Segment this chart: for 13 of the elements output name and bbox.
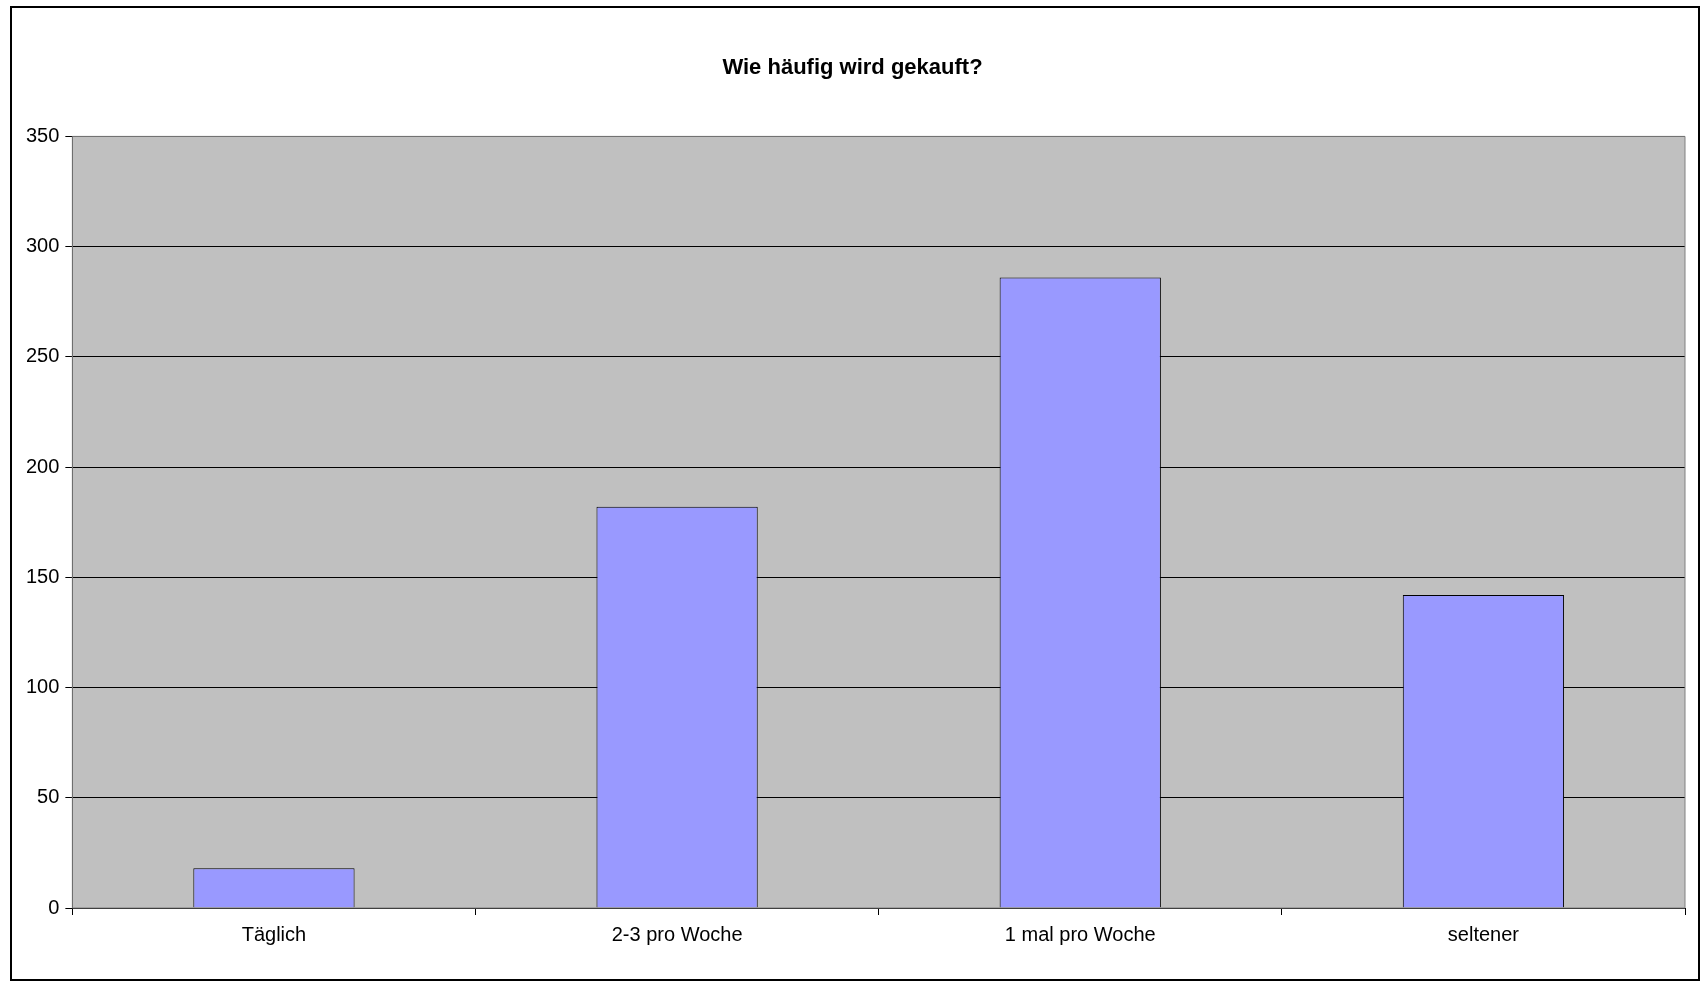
x-tick-label: 2-3 pro Woche [611, 922, 743, 945]
y-tick-label: 200 [25, 454, 60, 477]
y-tick-label: 50 [37, 785, 60, 808]
chart-title: Wie häufig wird gekauft? [722, 54, 983, 80]
y-tick-label: 350 [25, 123, 60, 146]
y-tick-label: 100 [25, 675, 60, 698]
y-tick-label: 150 [25, 564, 60, 587]
y-tick-label: 300 [25, 234, 60, 257]
y-tick-label: 0 [48, 895, 60, 918]
x-tick-label: seltener [1447, 922, 1520, 945]
x-tick-label: 1 mal pro Woche [1004, 922, 1156, 945]
x-tick-label: Täglich [241, 922, 307, 945]
y-tick-label: 250 [25, 344, 60, 367]
